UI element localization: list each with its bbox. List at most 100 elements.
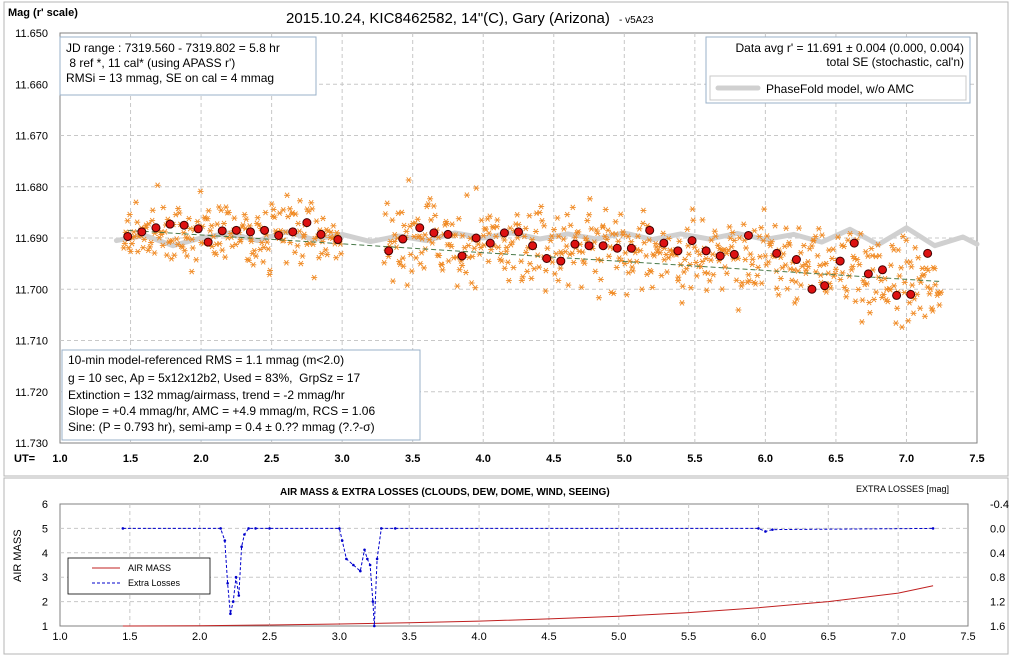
raw-data-point	[154, 182, 161, 189]
raw-point-stroke	[250, 261, 256, 268]
raw-data-point	[740, 221, 747, 228]
raw-data-point	[586, 195, 593, 202]
raw-data-point	[792, 279, 799, 285]
raw-point-stroke	[510, 239, 515, 245]
raw-data-point	[462, 269, 469, 276]
raw-data-point	[557, 265, 564, 271]
raw-point-stroke	[749, 261, 755, 268]
raw-point-stroke	[712, 228, 718, 235]
raw-point-stroke	[543, 288, 548, 294]
raw-point-stroke	[920, 265, 925, 272]
raw-point-stroke	[539, 217, 545, 224]
raw-data-point	[414, 216, 421, 223]
binned-data-point	[791, 255, 801, 265]
raw-point-stroke	[746, 277, 752, 284]
raw-data-point	[522, 225, 529, 232]
raw-data-point	[729, 229, 736, 236]
raw-data-point	[250, 261, 257, 268]
raw-point-stroke	[383, 211, 388, 217]
extra-losses-point	[393, 527, 397, 530]
raw-data-point	[626, 258, 633, 265]
raw-point-stroke	[505, 259, 511, 266]
raw-data-point	[148, 239, 155, 246]
raw-point-stroke	[125, 217, 130, 224]
raw-data-point	[443, 220, 450, 227]
raw-point-stroke	[680, 283, 686, 290]
raw-data-point	[185, 215, 192, 222]
raw-data-point	[301, 231, 308, 238]
raw-data-point	[675, 274, 682, 281]
raw-point-stroke	[789, 277, 795, 284]
raw-point-stroke	[864, 281, 870, 287]
raw-data-point	[629, 268, 636, 274]
raw-data-point	[248, 238, 255, 245]
raw-point-stroke	[587, 195, 593, 202]
raw-point-stroke	[273, 228, 278, 234]
binned-data-point	[274, 230, 284, 240]
binned-data-point	[598, 241, 608, 251]
raw-data-point	[216, 240, 223, 247]
raw-data-point	[578, 284, 585, 291]
raw-point-stroke	[580, 249, 585, 255]
raw-point-stroke	[596, 294, 602, 301]
raw-data-point	[779, 264, 786, 271]
raw-point-stroke	[653, 244, 659, 250]
raw-point-stroke	[140, 244, 146, 251]
raw-point-stroke	[422, 232, 428, 238]
raw-point-stroke	[845, 237, 851, 244]
raw-point-stroke	[121, 245, 127, 251]
raw-data-point	[896, 273, 903, 279]
raw-data-point	[854, 256, 861, 263]
raw-point-stroke	[869, 245, 874, 252]
raw-data-point	[760, 237, 767, 244]
raw-data-point	[413, 255, 419, 261]
raw-point-stroke	[641, 239, 647, 246]
raw-point-stroke	[895, 247, 901, 253]
extra-losses-point	[247, 527, 250, 530]
raw-data-point	[523, 249, 529, 256]
raw-point-stroke	[634, 258, 640, 265]
raw-point-stroke	[483, 226, 489, 232]
raw-data-point	[876, 252, 883, 259]
top-y-tick-label: 11.690	[15, 233, 48, 245]
bottom-y2-tick-label: 0.4	[990, 548, 1005, 560]
raw-point-stroke	[693, 259, 699, 266]
binned-data-point	[260, 225, 270, 235]
info-box-bottom-left	[61, 349, 421, 441]
raw-data-point	[389, 217, 396, 223]
info-top-right-line-1: Data avg r' = 11.691 ± 0.004 (0.000, 0.0…	[736, 41, 964, 55]
raw-data-point	[508, 241, 514, 248]
raw-point-stroke	[285, 213, 291, 220]
raw-data-point	[864, 253, 871, 259]
raw-point-stroke	[186, 215, 192, 222]
extra-losses-point	[229, 612, 232, 616]
raw-point-stroke	[449, 221, 455, 228]
raw-data-point	[241, 211, 248, 218]
raw-point-stroke	[267, 267, 273, 274]
info-bottom-left-line-2: g = 10 sec, Ap = 5x12x12b2, Used = 83%, …	[68, 371, 361, 385]
raw-point-stroke	[840, 270, 845, 276]
bottom-y2-tick-label: 0.8	[990, 572, 1005, 584]
raw-data-point	[223, 204, 229, 210]
raw-point-stroke	[219, 247, 225, 253]
raw-point-stroke	[467, 235, 473, 242]
raw-point-stroke	[160, 242, 166, 249]
raw-point-stroke	[277, 210, 282, 216]
top-x-tick-label: 5.5	[687, 453, 702, 465]
raw-data-point	[825, 247, 832, 253]
raw-point-stroke	[198, 188, 203, 195]
raw-data-point	[528, 275, 535, 282]
raw-point-stroke	[283, 229, 288, 235]
raw-point-stroke	[131, 229, 137, 235]
raw-point-stroke	[927, 290, 932, 297]
raw-data-point	[699, 217, 706, 223]
bottom-x-tick-label: 2.5	[262, 631, 277, 643]
raw-point-stroke	[247, 223, 253, 229]
raw-point-stroke	[698, 263, 704, 270]
raw-point-stroke	[753, 281, 758, 287]
raw-data-point	[503, 244, 510, 251]
raw-point-stroke	[853, 298, 858, 305]
raw-point-stroke	[734, 277, 739, 284]
raw-point-stroke	[529, 236, 535, 243]
raw-point-stroke	[162, 229, 168, 235]
